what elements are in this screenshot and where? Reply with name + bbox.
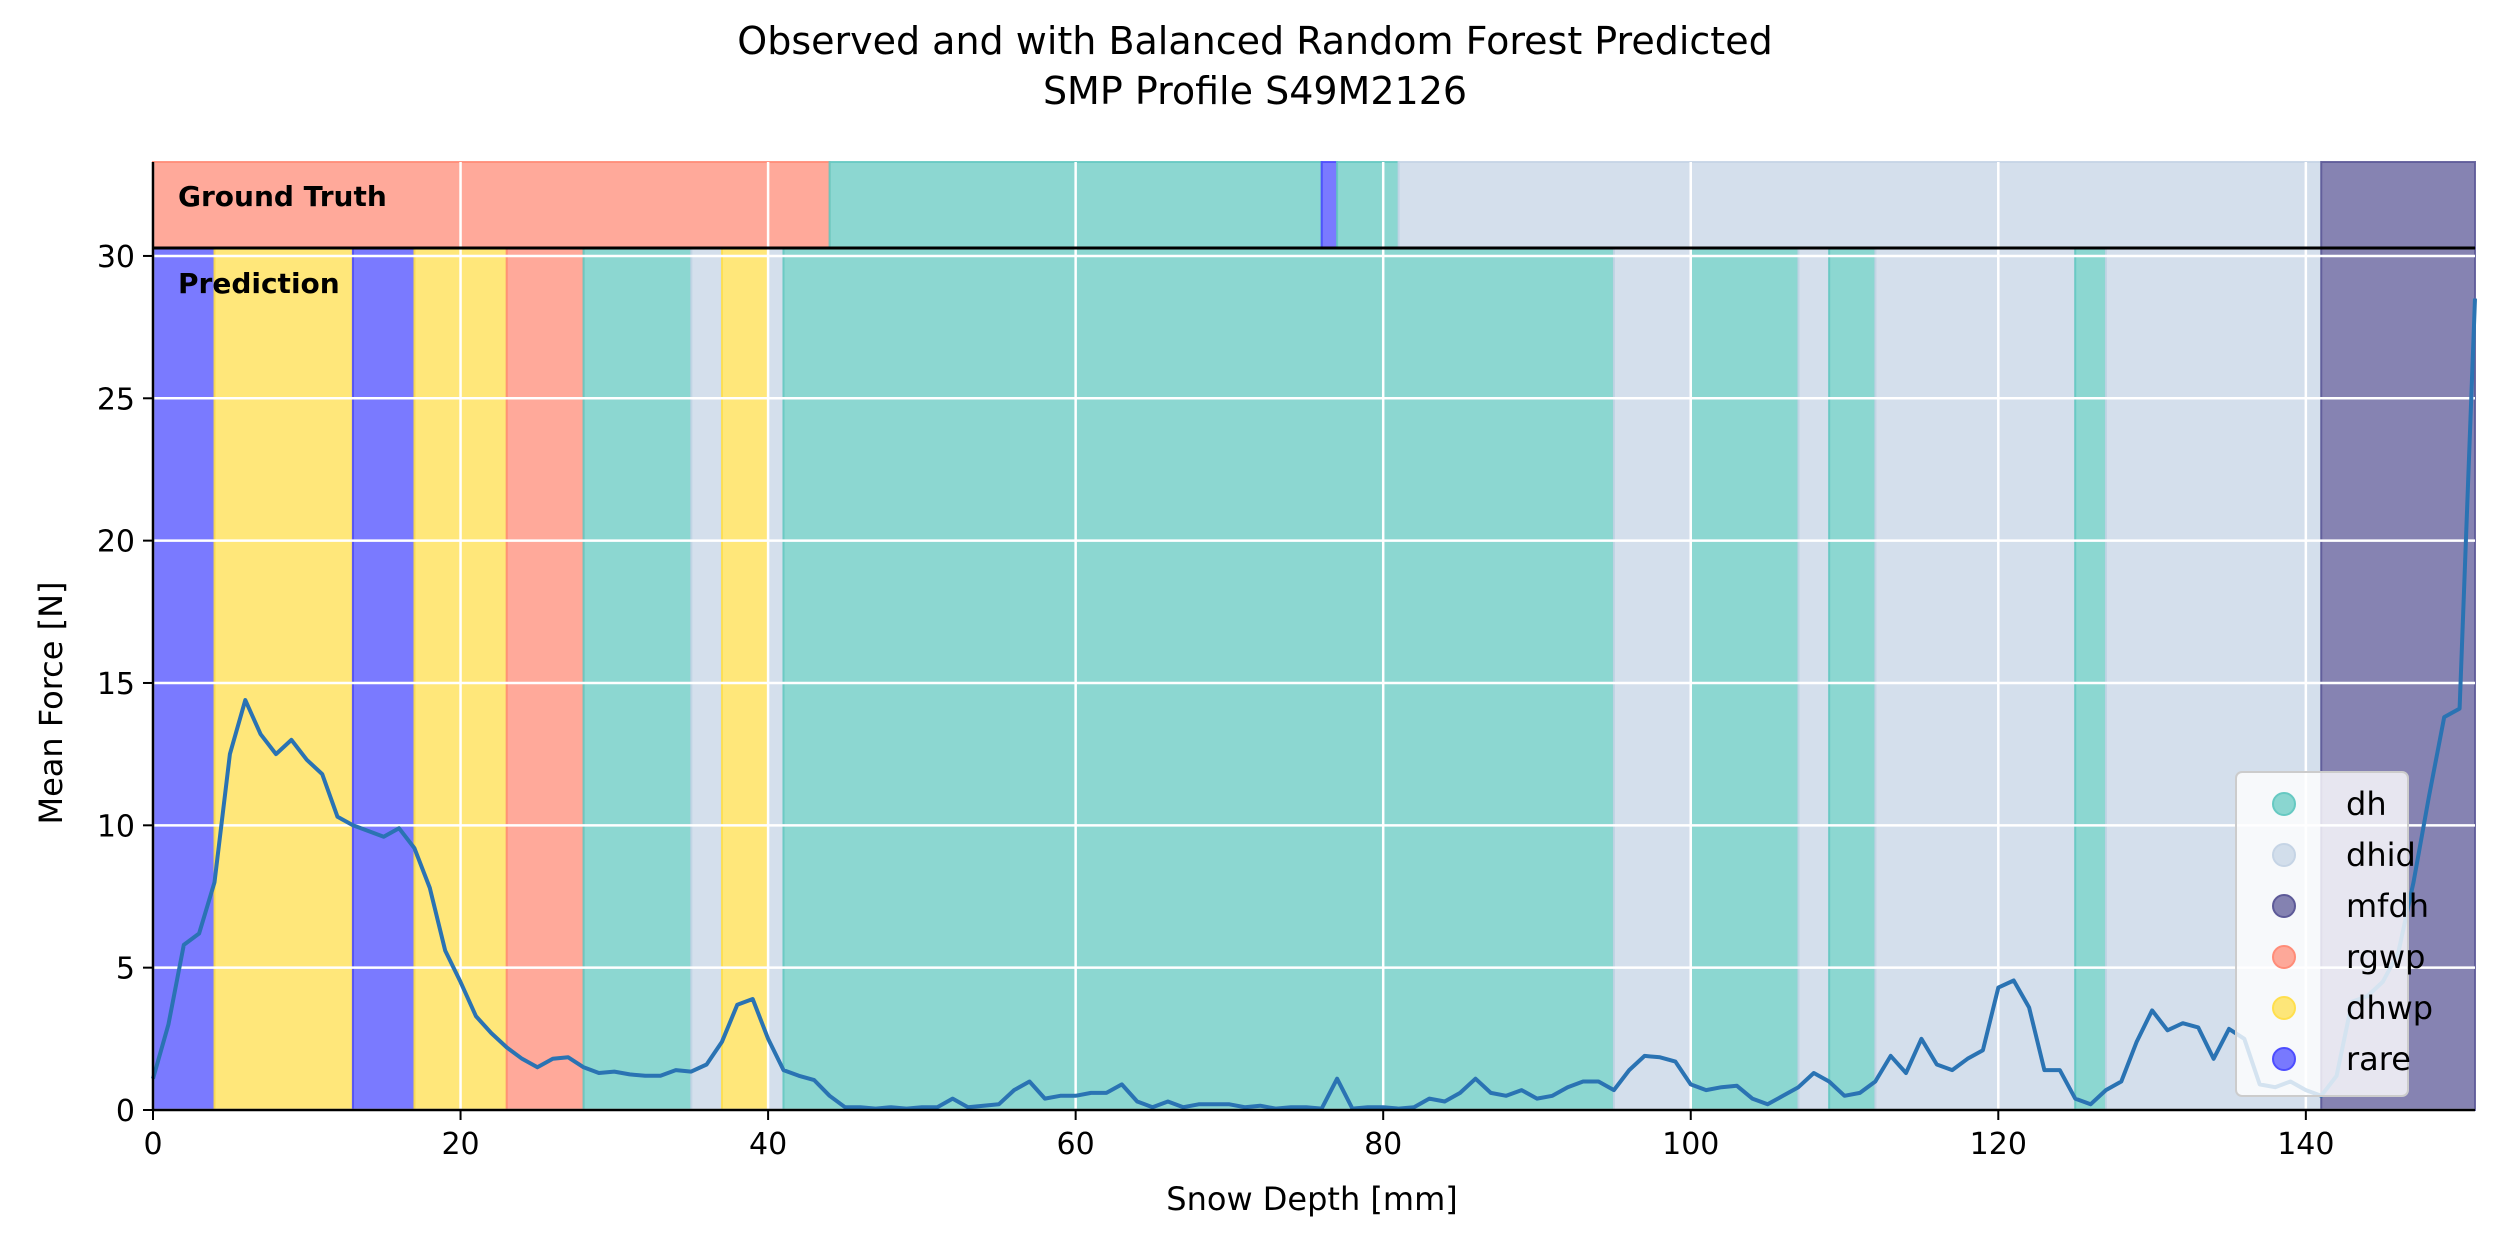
legend-marker-dhid	[2272, 843, 2296, 867]
ground-truth-segment-rgwp	[152, 161, 831, 249]
y-tick-label: 10	[97, 809, 135, 844]
prediction-segment-dh	[1828, 247, 1877, 1111]
prediction-segment-dhid	[1874, 247, 2077, 1111]
x-tick-label: 100	[1662, 1127, 1719, 1162]
x-tick-label: 120	[1970, 1127, 2027, 1162]
prediction-label: Prediction	[178, 267, 340, 300]
prediction-segment-dhid	[767, 247, 785, 1111]
x-tick-label: 0	[143, 1127, 162, 1162]
axes	[151, 162, 2475, 1112]
x-tick-label: 60	[1057, 1127, 1095, 1162]
x-tick-label: 80	[1364, 1127, 1402, 1162]
prediction-segment-dh	[1689, 247, 1800, 1111]
y-tick-label: 15	[97, 667, 135, 702]
legend-label-dhwp: dhwp	[2346, 989, 2433, 1027]
prediction-segment-dhid	[1612, 247, 1692, 1111]
chart-title-line-2: SMP Profile S49M2126	[1043, 69, 1467, 113]
legend-label-rare: rare	[2346, 1040, 2411, 1078]
legend-marker-dh	[2272, 792, 2296, 816]
x-tick-label: 140	[2277, 1127, 2334, 1162]
series-line-mean-force	[151, 298, 2477, 1111]
legend: dh dhid mfdh rgwp dhwp rare	[2235, 771, 2433, 1097]
x-tick-label: 40	[749, 1127, 787, 1162]
tick-labels: 0 20 40 60 80 100 120 140 0 5 10 15 20 25 30	[97, 240, 2335, 1162]
prediction-segment-dhid	[1797, 247, 1831, 1111]
prediction-segment-dhwp	[213, 247, 354, 1111]
y-tick-label: 30	[97, 240, 135, 275]
prediction-segment-dh	[582, 247, 693, 1111]
y-tick-label: 5	[116, 952, 135, 987]
ground-truth-segment-rare	[1320, 161, 1339, 249]
ground-truth-segment-dhid	[1397, 161, 2323, 249]
prediction-segment-dh	[2074, 247, 2107, 1111]
legend-label-dh: dh	[2346, 785, 2387, 823]
prediction-segment-rgwp	[505, 247, 585, 1111]
legend-label-dhid: dhid	[2346, 836, 2416, 874]
y-tick-label: 20	[97, 525, 135, 560]
legend-marker-mfdh	[2272, 894, 2296, 918]
x-tick-label: 20	[441, 1127, 479, 1162]
ground-truth-segment-mfdh	[2320, 161, 2476, 249]
prediction-segment-rare	[152, 247, 216, 1111]
x-axis-label: Snow Depth [mm]	[1166, 1180, 1457, 1218]
y-tick-label: 25	[97, 382, 135, 417]
prediction-segment-dhid	[690, 247, 723, 1111]
ground-truth-segment-dh	[1336, 161, 1400, 249]
y-axis-label: Mean Force [N]	[32, 581, 70, 824]
prediction-segment-dhwp	[720, 247, 770, 1111]
legend-label-rgwp: rgwp	[2346, 938, 2425, 976]
chart-title-line-1: Observed and with Balanced Random Forest…	[737, 19, 1772, 63]
ground-truth-label: Ground Truth	[178, 180, 387, 213]
prediction-segment-dh	[782, 247, 1615, 1111]
legend-marker-rare	[2272, 1047, 2296, 1071]
y-tick-label: 0	[116, 1094, 135, 1129]
prediction-segment-rare	[351, 247, 416, 1111]
series-layer	[151, 298, 2477, 1111]
legend-marker-dhwp	[2272, 996, 2296, 1020]
legend-marker-rgwp	[2272, 945, 2296, 969]
legend-label-mfdh: mfdh	[2346, 887, 2429, 925]
